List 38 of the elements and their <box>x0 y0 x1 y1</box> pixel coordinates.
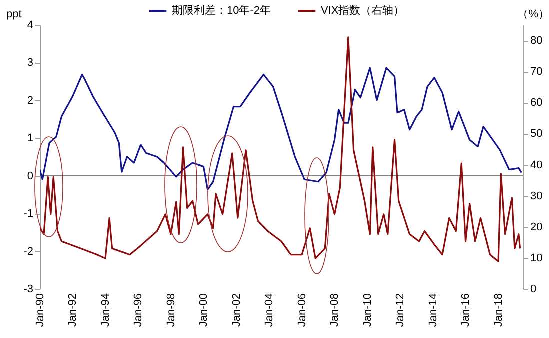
y-tick-label: 1 <box>27 132 34 145</box>
legend-label: 期限利差：10年-2年 <box>172 4 272 17</box>
x-tick-label: Jan-18 <box>493 294 506 328</box>
y-tick-label: -2 <box>24 246 34 258</box>
x-tick-label: Jan-02 <box>231 294 244 328</box>
y2-tick-label: 20 <box>530 221 543 234</box>
y-tick-label: 4 <box>27 20 34 32</box>
x-tick-label: Jan-16 <box>460 294 472 328</box>
x-tick-label: Jan-04 <box>264 294 276 328</box>
legend-label: VIX指数（右轴） <box>321 4 405 17</box>
x-tick-label: Jan-00 <box>198 294 210 328</box>
y-axis-title: ppt <box>6 8 22 20</box>
y-tick-label: 2 <box>27 94 34 107</box>
x-tick-label: Jan-08 <box>329 294 342 328</box>
x-tick-label: Jan-90 <box>34 294 46 328</box>
y2-axis-title: （%） <box>518 8 549 20</box>
x-tick-label: Jan-06 <box>296 294 309 328</box>
x-tick-label: Jan-10 <box>362 294 374 328</box>
y-tick-label: -3 <box>24 284 34 296</box>
line-series <box>40 36 522 262</box>
y-tick-label: 0 <box>27 170 34 182</box>
y2-tick-label: 50 <box>530 128 543 140</box>
x-tick-label: Jan-94 <box>100 294 112 328</box>
y2-tick-label: 70 <box>530 66 543 78</box>
y2-tick-label: 30 <box>530 190 543 202</box>
y2-tick-label: 40 <box>530 159 543 172</box>
y2-tick-label: 80 <box>530 35 543 48</box>
y2-tick-label: 10 <box>530 252 543 264</box>
y-tick-label: 3 <box>27 57 34 70</box>
x-tick-label: Jan-98 <box>166 294 178 328</box>
x-tick-label: Jan-12 <box>394 294 407 328</box>
line-series <box>40 67 522 191</box>
x-tick-label: Jan-92 <box>67 294 80 328</box>
x-tick-label: Jan-14 <box>428 294 440 328</box>
x-tick-label: Jan-96 <box>132 294 145 328</box>
y2-tick-label: 0 <box>530 284 537 296</box>
y2-tick-label: 60 <box>530 97 543 110</box>
y-tick-label: -1 <box>24 208 34 220</box>
